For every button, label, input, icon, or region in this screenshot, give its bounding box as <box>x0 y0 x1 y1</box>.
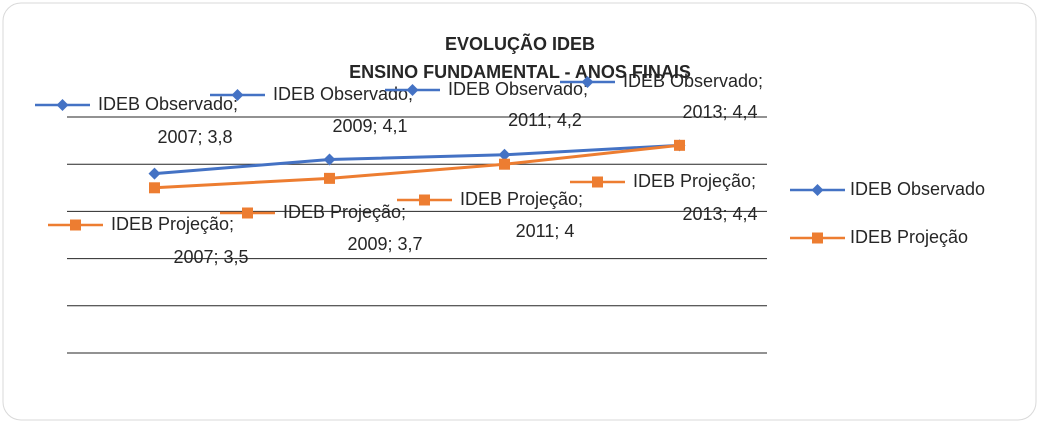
data-label: IDEB Observado; 2013; 4,4 <box>623 71 763 122</box>
data-label: IDEB Observado; 2011; 4,2 <box>448 79 588 130</box>
data-point <box>323 153 336 166</box>
legend-key-marker <box>406 84 419 96</box>
data-point <box>149 182 160 194</box>
legend-key-marker <box>56 99 69 111</box>
data-point <box>674 139 685 151</box>
legend-key-marker <box>581 76 594 88</box>
legend-key-marker <box>811 184 824 196</box>
legend-key-marker <box>812 232 823 244</box>
data-point <box>498 148 511 161</box>
data-point <box>499 158 510 170</box>
legend-key-marker <box>70 219 81 231</box>
data-label: IDEB Projeção; 2013; 4,4 <box>633 171 758 224</box>
data-label: IDEB Projeção; 2007; 3,5 <box>111 214 249 267</box>
legend-key-marker <box>419 194 430 206</box>
chart-subtitle: ENSINO FUNDAMENTAL - ANOS FINAIS <box>349 62 691 82</box>
legend-key-marker <box>592 176 603 188</box>
legend-label: IDEB Projeção <box>850 227 968 247</box>
data-label: IDEB Projeção; 2011; 4 <box>460 189 583 241</box>
series-line <box>154 143 680 190</box>
data-label: IDEB Observado; 2009; 4,1 <box>273 84 413 136</box>
data-point <box>324 172 335 184</box>
series-line <box>154 143 680 176</box>
data-label: IDEB Observado; 2007; 3,8 <box>98 94 238 147</box>
data-label: IDEB Projeção; 2009; 3,7 <box>283 202 423 254</box>
chart-title: EVOLUÇÃO IDEB <box>445 33 595 54</box>
legend-key-marker <box>231 89 244 101</box>
legend-label: IDEB Observado <box>850 179 985 199</box>
data-point <box>148 167 161 180</box>
legend-key-marker <box>242 207 253 219</box>
